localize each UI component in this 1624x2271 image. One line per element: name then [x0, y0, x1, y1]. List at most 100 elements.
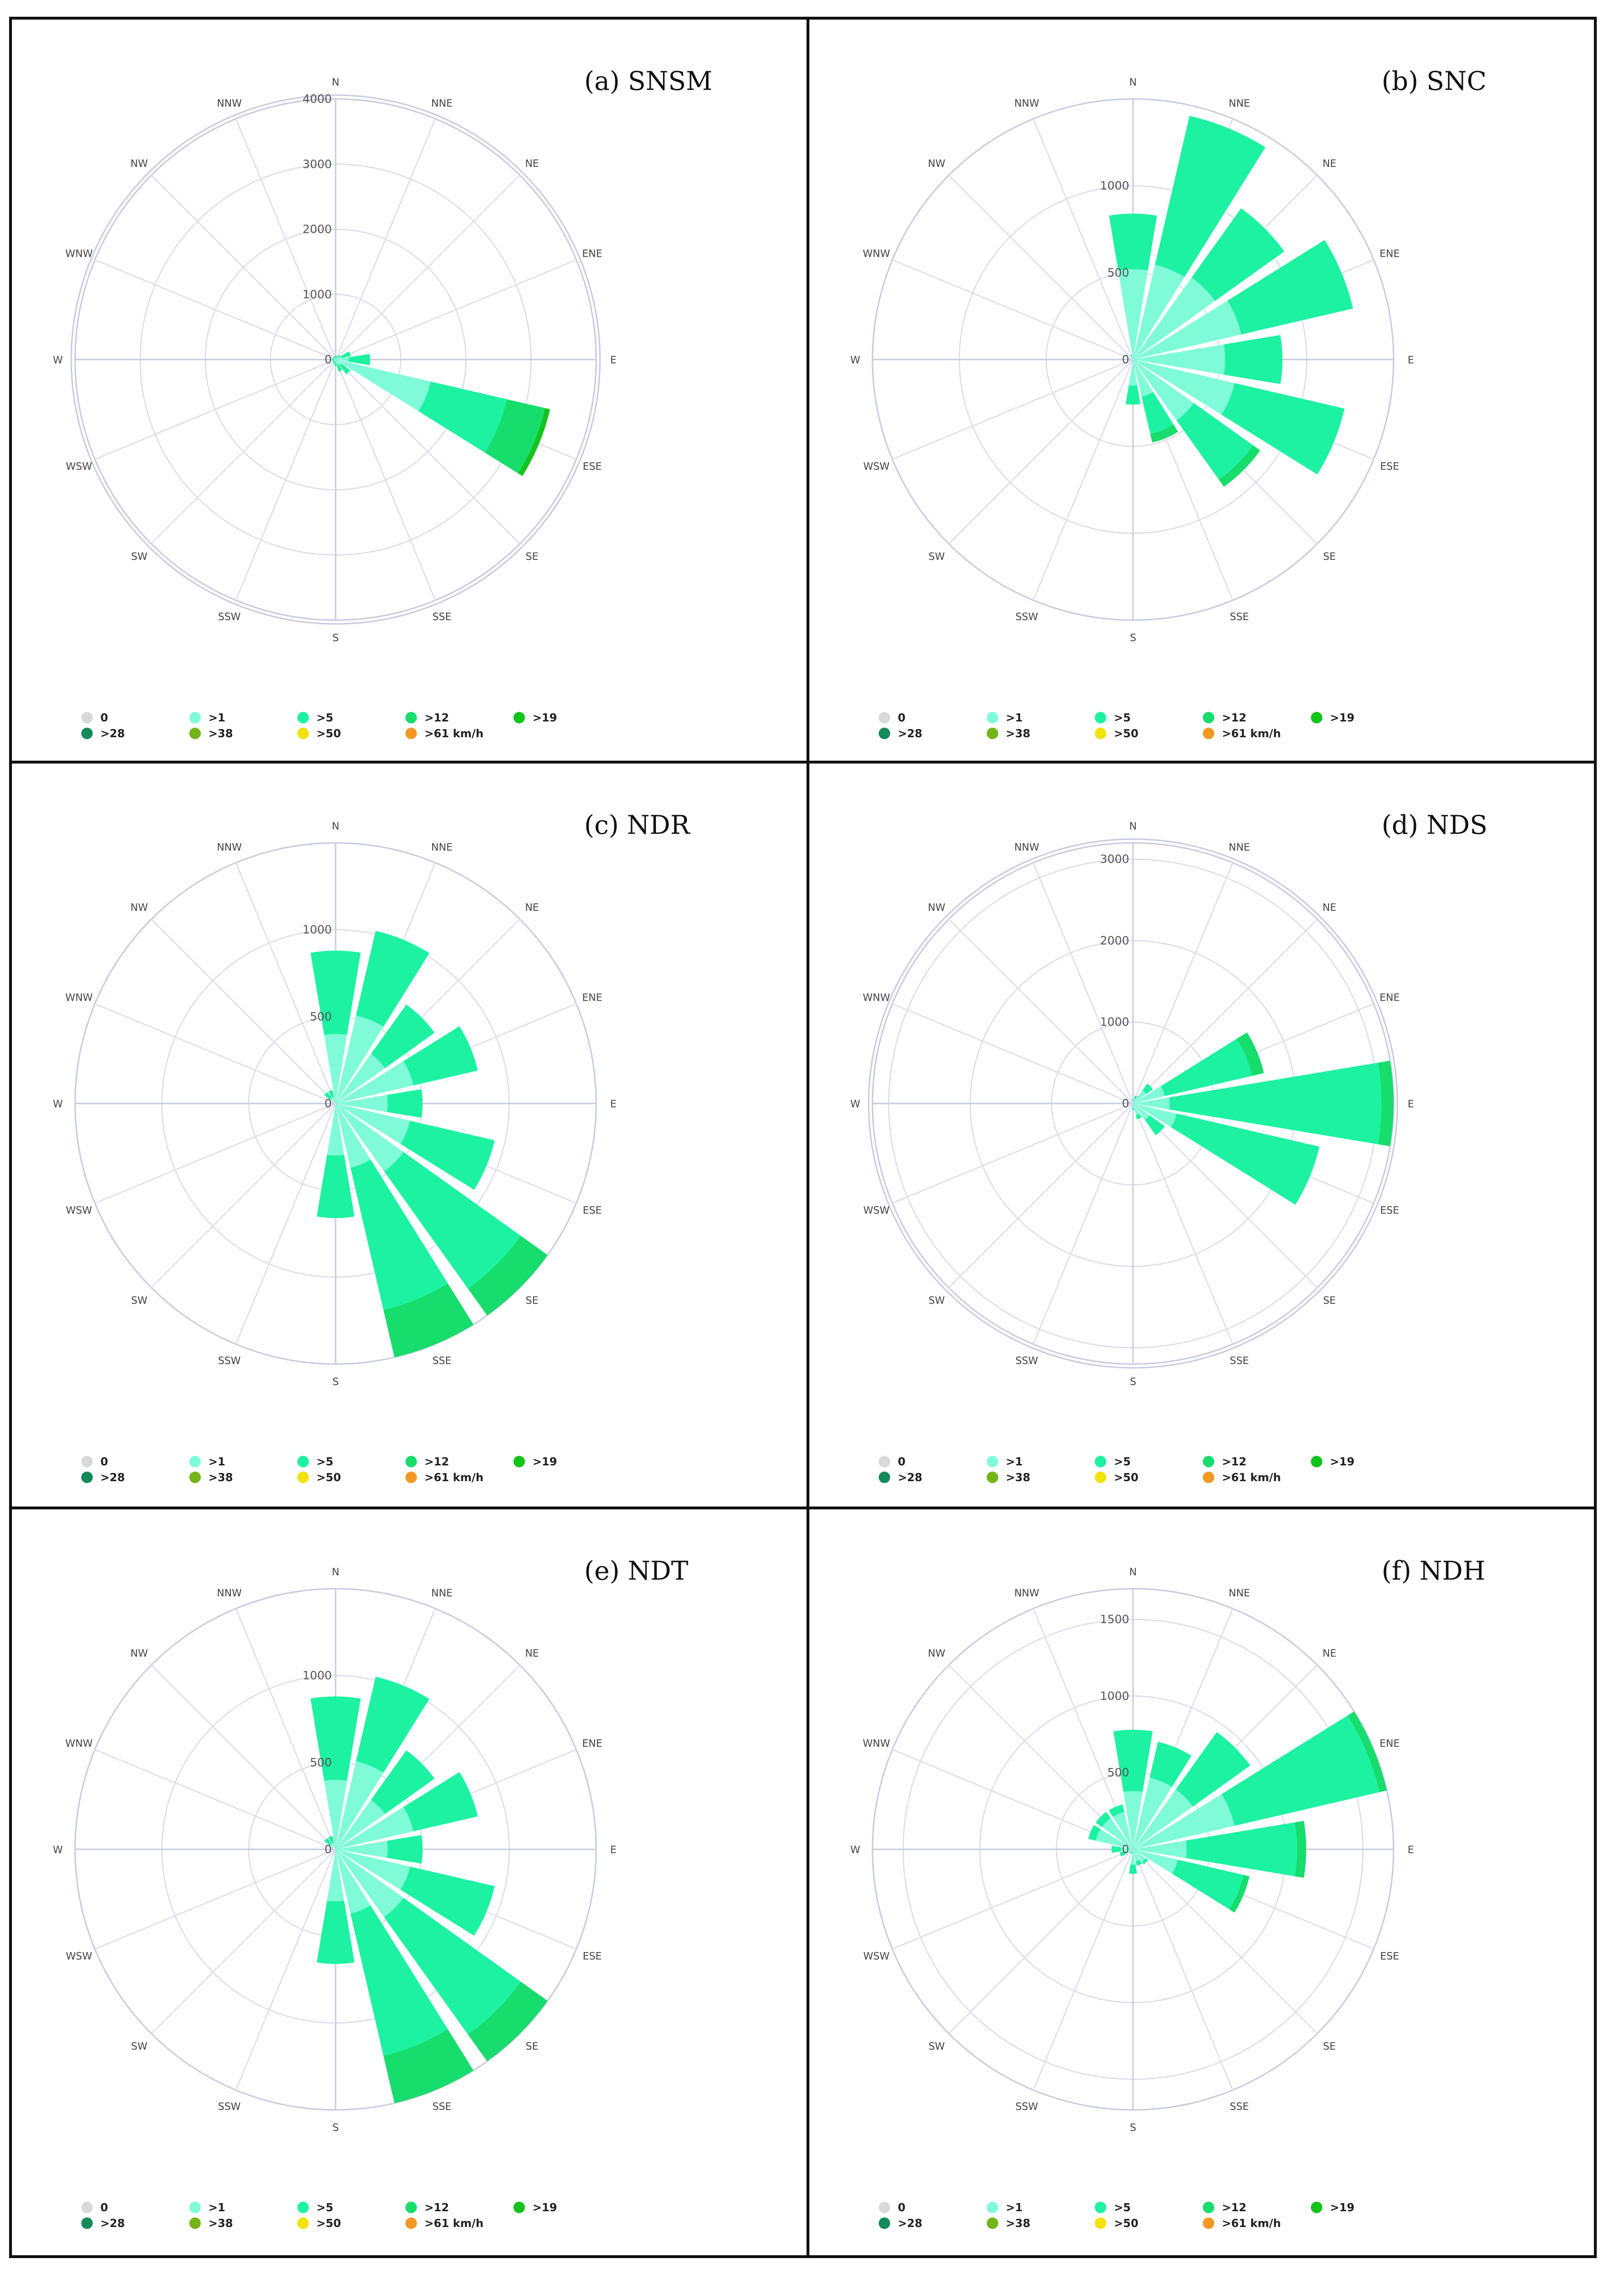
windrose-bar — [336, 357, 349, 362]
windrose-bar — [336, 1807, 414, 1849]
legend-label: >1 — [208, 1456, 225, 1468]
legend-label: >1 — [208, 2202, 225, 2214]
grid-spoke — [335, 259, 577, 360]
windrose-bar — [1378, 1060, 1394, 1146]
direction-label: NW — [928, 902, 946, 913]
direction-label: E — [1407, 354, 1414, 366]
windrose-bar — [1133, 300, 1242, 360]
legend-label: >38 — [1006, 1472, 1030, 1484]
grid-spoke — [892, 1003, 1134, 1104]
windrose-bar — [348, 354, 371, 365]
grid-spoke — [151, 918, 336, 1104]
windrose-bar — [336, 1054, 385, 1103]
direction-label: NE — [1322, 902, 1336, 913]
windrose-bar — [328, 1835, 334, 1844]
windrose-bar — [336, 360, 431, 412]
windrose-bar — [1295, 1821, 1307, 1878]
grid-spoke — [95, 1103, 336, 1204]
windrose-bar — [1112, 1845, 1121, 1853]
grid-spoke — [948, 175, 1134, 360]
legend-label: >5 — [316, 712, 333, 724]
windrose-bar — [1130, 1849, 1136, 1865]
legend-swatch — [987, 2217, 998, 2229]
direction-label: NE — [1322, 158, 1336, 169]
direction-label: NNE — [1229, 98, 1250, 109]
windrose-bar — [1125, 385, 1141, 405]
grid-spoke — [235, 863, 337, 1104]
radial-tick-label: 500 — [310, 1010, 332, 1023]
direction-label: WSW — [863, 1204, 890, 1216]
grid-spoke — [1132, 1849, 1233, 2090]
direction-label: SE — [526, 2041, 539, 2052]
windrose-bar — [336, 1800, 385, 1849]
legend-swatch — [513, 712, 525, 723]
direction-label: ENE — [582, 992, 602, 1004]
windrose-bar — [350, 1905, 448, 2056]
windrose-bar — [1221, 1715, 1380, 1826]
windrose-bar — [1133, 1099, 1136, 1103]
windrose-bar — [1135, 1859, 1142, 1866]
windrose-bar — [336, 358, 337, 360]
direction-label: WSW — [863, 460, 890, 472]
legend-label: >50 — [1114, 728, 1138, 740]
windrose-bar — [1133, 344, 1225, 375]
outer-grid-circle — [868, 838, 1398, 1369]
direction-label: S — [1130, 2122, 1136, 2133]
direction-label: WNW — [863, 248, 890, 260]
direction-label: NW — [928, 1648, 946, 1659]
windrose-bar — [1176, 403, 1253, 480]
windrose-bar — [1129, 1864, 1137, 1874]
windrose-bar — [336, 1103, 371, 1168]
direction-label: NNW — [217, 1587, 242, 1599]
windrose-bar — [1155, 116, 1265, 277]
windrose-bar — [400, 1121, 495, 1190]
radial-tick-label: 500 — [1107, 1766, 1129, 1780]
radial-tick-label: 1000 — [1100, 1689, 1129, 1703]
legend-swatch — [81, 1456, 93, 1467]
windrose-bar — [1109, 1804, 1124, 1817]
legend-label: >38 — [1006, 728, 1030, 740]
windrose-bar — [1133, 277, 1215, 360]
legend-label: >28 — [100, 1472, 125, 1484]
legend-label: >5 — [316, 2202, 333, 2214]
windrose-bar — [1160, 1038, 1252, 1096]
windrose-bar — [336, 360, 341, 365]
windrose-bar — [1236, 1032, 1264, 1076]
windrose-bar — [403, 1772, 478, 1832]
grid-spoke — [151, 175, 336, 360]
grid-spoke — [95, 1749, 336, 1850]
grid-spoke — [235, 359, 337, 601]
windrose-bar — [1101, 1818, 1133, 1849]
windrose-bar — [1149, 1742, 1192, 1787]
legend-swatch — [1203, 2202, 1214, 2213]
direction-label: WNW — [863, 992, 890, 1004]
legend-label: >5 — [1114, 1456, 1131, 1468]
windrose-bar — [1186, 1822, 1297, 1877]
radial-tick-label: 2000 — [303, 223, 332, 236]
radial-tick-label: 4000 — [303, 92, 332, 106]
windrose-bar — [1112, 1812, 1133, 1849]
legend-label: >28 — [100, 728, 125, 740]
direction-label: E — [1407, 1098, 1414, 1110]
direction-label: NE — [1322, 1648, 1336, 1659]
direction-label: E — [610, 354, 616, 366]
grid-spoke — [335, 175, 521, 360]
direction-label: NNE — [1229, 841, 1250, 853]
windrose-bar — [1133, 1086, 1165, 1103]
windrose-bar — [356, 930, 430, 1027]
legend-label: >28 — [898, 728, 922, 740]
direction-label: SSE — [432, 2101, 451, 2112]
direction-label: NE — [525, 902, 539, 913]
direction-label: ENE — [1380, 1738, 1400, 1749]
direction-label: N — [1129, 820, 1137, 832]
windrose-bar — [1118, 269, 1148, 360]
legend-label: >1 — [1006, 712, 1023, 724]
windrose-bar — [1227, 240, 1353, 335]
windrose-panel: N NNE NE ENE E ESE SE SSE S SSW SW WSW W WNW NW NNW 0 500… — [807, 17, 1597, 764]
legend-label: >5 — [316, 1456, 333, 1468]
legend-label: 0 — [100, 712, 108, 724]
legend-swatch — [81, 1472, 93, 1483]
windrose-bar — [310, 1696, 361, 1781]
windrose-bar — [336, 1103, 403, 1171]
direction-label: S — [332, 2122, 338, 2133]
